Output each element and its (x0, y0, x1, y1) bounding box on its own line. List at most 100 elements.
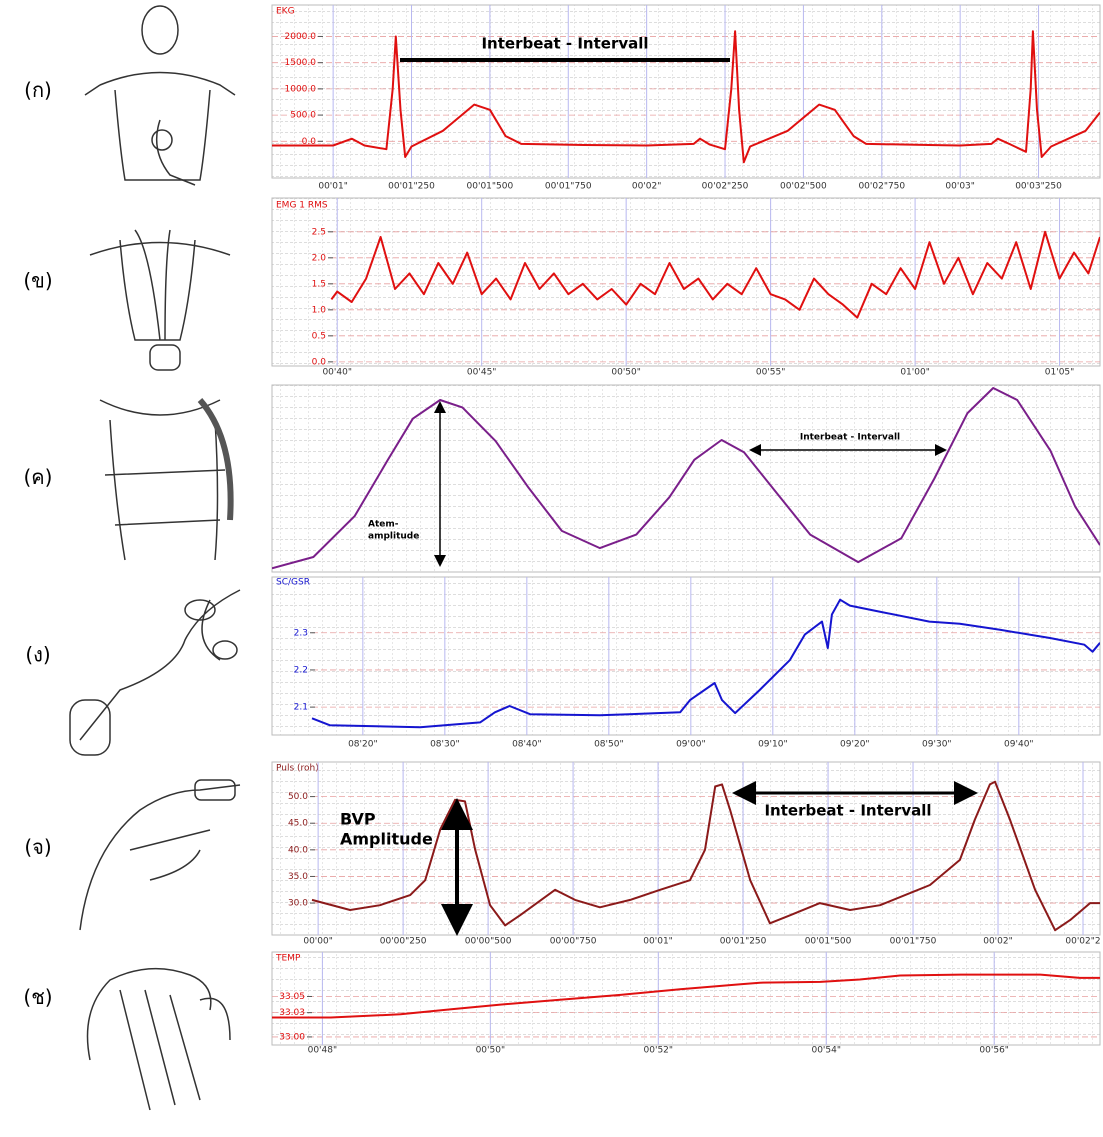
x-tick-label: 00'02" (632, 182, 662, 192)
chart-panel: (ค) Interbeat - Intervall Atem-amplitude (24, 384, 1101, 573)
plot-background (271, 576, 1101, 736)
illustrations (69, 5, 241, 1111)
y-tick-label: 0.5 (312, 331, 326, 341)
y-tick-label: 45.0 (288, 819, 308, 829)
x-tick-label: 00'01"500 (467, 182, 514, 192)
x-tick-label: 00'01" (318, 182, 348, 192)
y-tick-label: 33.03 (279, 1008, 305, 1018)
x-tick-label: 00'00"250 (380, 937, 427, 947)
panel-label: (ก) (24, 78, 52, 102)
y-tick-label: 40.0 (288, 845, 308, 855)
x-tick-label: 01'00" (900, 368, 930, 378)
signal-line (311, 598, 1100, 729)
x-tick-label: 00'02" (983, 937, 1013, 947)
chart-panel: (ช) TEMP 33.00 33.03 33.05 00'48" 00'50" 00'52"… (23, 951, 1101, 1056)
x-tick-label: 01'05" (1045, 368, 1075, 378)
chart-title: SC/GSR (276, 578, 310, 588)
y-tick-label: 0.0 (302, 137, 317, 147)
x-tick-label: 09'40" (1004, 740, 1034, 750)
annotation: Interbeat - Intervall (764, 802, 931, 820)
plot-background (271, 761, 1101, 936)
x-tick-label: 00'55" (756, 368, 786, 378)
chart-title: TEMP (275, 954, 301, 964)
signal-line (272, 973, 1100, 1019)
x-tick-label: 09'20" (840, 740, 870, 750)
x-tick-label: 00'01"500 (805, 937, 852, 947)
x-tick-label: 00'01" (643, 937, 673, 947)
signal-line (272, 387, 1100, 570)
x-tick-label: 08'50" (594, 740, 624, 750)
x-tick-label: 00'02"250 (702, 182, 749, 192)
annotation: Atem- (368, 520, 399, 530)
annotation: Amplitude (340, 830, 433, 849)
y-tick-label: 35.0 (288, 872, 308, 882)
x-tick-label: 00'00"750 (550, 937, 597, 947)
plot-background (271, 4, 1101, 179)
annotation: amplitude (368, 532, 419, 542)
plot-background (271, 384, 1101, 573)
panel-label: (ข) (23, 269, 52, 293)
y-tick-label: 2.0 (312, 253, 327, 263)
x-tick-label: 00'01"750 (890, 937, 937, 947)
x-tick-label: 00'01"250 (388, 182, 435, 192)
chart-title: Puls (roh) (276, 764, 319, 774)
plot-background (271, 197, 1101, 367)
x-tick-label: 00'50" (611, 368, 641, 378)
signal-line (272, 30, 1100, 164)
panels: (ก) EKG 0.0 500.0 1000.0 1500.0 2000.0 00'01" 00… (23, 4, 1101, 1056)
x-tick-label: 00'03" (945, 182, 975, 192)
chart-panel: (จ) Puls (roh) 30.0 35.0 40.0 45.0 50.0 00'00" 0… (24, 761, 1101, 947)
x-tick-label: 08'20" (348, 740, 378, 750)
annotation: Interbeat - Intervall (481, 35, 648, 53)
y-tick-label: 2.1 (294, 703, 308, 713)
chart-title: EMG 1 RMS (276, 201, 328, 211)
y-tick-label: 2.5 (312, 227, 326, 237)
x-tick-label: 00'00" (303, 937, 333, 947)
chart-title: EKG (276, 7, 295, 17)
x-tick-label: 08'30" (430, 740, 460, 750)
x-tick-label: 09'00" (676, 740, 706, 750)
panel-label: (ช) (23, 985, 52, 1009)
y-tick-label: 500.0 (290, 111, 316, 121)
y-tick-label: 2000.0 (285, 32, 317, 42)
x-tick-label: 00'00"500 (465, 937, 512, 947)
x-tick-label: 00'40" (322, 368, 352, 378)
chart-panel: (ก) EKG 0.0 500.0 1000.0 1500.0 2000.0 00'01" 00… (24, 4, 1101, 192)
x-tick-label: 08'40" (512, 740, 542, 750)
y-tick-label: 1.5 (312, 279, 326, 289)
y-tick-label: 50.0 (288, 792, 308, 802)
annotation: Interbeat - Intervall (800, 433, 900, 443)
x-tick-label: 00'01"250 (720, 937, 767, 947)
x-tick-label: 00'01"750 (545, 182, 592, 192)
annotation-marks (400, 58, 978, 936)
y-tick-label: 1500.0 (285, 58, 317, 68)
y-tick-label: 2.3 (294, 628, 308, 638)
x-tick-label: 00'03"250 (1015, 182, 1062, 192)
y-tick-label: 0.0 (312, 357, 327, 367)
panel-label: (ง) (25, 643, 50, 667)
y-tick-label: 33.00 (279, 1032, 305, 1042)
y-tick-label: 1.0 (312, 305, 327, 315)
chart-panel: (ข) EMG 1 RMS 0.0 0.5 1.0 1.5 2.0 2.5 00'40" 00'4… (23, 197, 1101, 378)
y-tick-label: 2.2 (294, 665, 308, 675)
panel-label: (ค) (24, 465, 53, 489)
x-tick-label: 09'30" (922, 740, 952, 750)
chart-panel: (ง) SC/GSR 2.1 2.2 2.3 08'20" 08'30" 08'40" 08'5… (25, 576, 1101, 750)
x-tick-label: 00'56" (979, 1046, 1009, 1056)
signal-line (330, 230, 1100, 319)
x-tick-label: 00'52" (644, 1046, 674, 1056)
x-tick-label: 00'02"2 (1065, 937, 1100, 947)
annotation: BVP (340, 810, 376, 829)
x-tick-label: 00'48" (308, 1046, 338, 1056)
x-tick-label: 00'02"500 (780, 182, 827, 192)
y-tick-label: 30.0 (288, 899, 308, 909)
y-tick-label: 33.05 (279, 992, 305, 1002)
x-tick-label: 00'50" (476, 1046, 506, 1056)
x-tick-label: 00'02"750 (858, 182, 905, 192)
panel-label: (จ) (24, 835, 51, 859)
x-tick-label: 00'45" (467, 368, 497, 378)
x-tick-label: 00'54" (811, 1046, 841, 1056)
x-tick-label: 09'10" (758, 740, 788, 750)
y-tick-label: 1000.0 (285, 84, 317, 94)
